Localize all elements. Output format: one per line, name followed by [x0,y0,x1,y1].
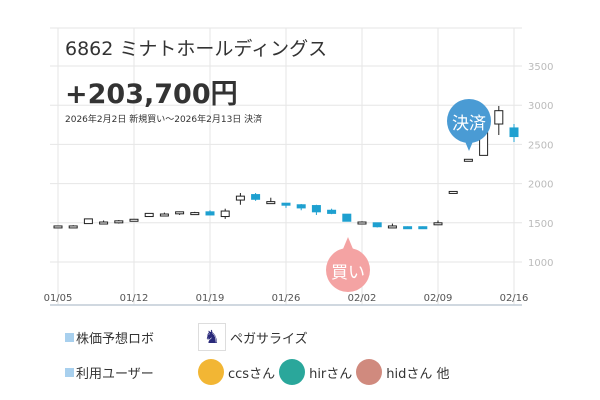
candle-body [387,225,397,229]
pegasus-logo-icon: ♞ [198,323,226,351]
candle-body [144,212,154,218]
y-tick-label: 2000 [528,180,553,191]
robot-name[interactable]: ペガサライズ [230,331,308,347]
x-tick-label: 02/02 [348,293,377,304]
user-item[interactable]: ccsさん [198,359,275,385]
x-tick-label: 02/09 [424,293,453,304]
candle-body [190,212,200,216]
candle-body [235,195,245,201]
x-tick-label: 01/12 [120,293,149,304]
candle-body [448,190,458,194]
y-tick-label: 1000 [528,258,553,269]
candle-body [494,110,504,125]
candle-body [220,210,230,218]
candle-body [342,213,352,222]
sell-marker: 決済 [447,99,491,151]
avatar [279,359,306,385]
candle-body [403,226,413,230]
user-item[interactable]: hidさん 他 [356,359,450,385]
avatar [356,359,383,385]
candle-body [433,222,443,226]
candle-body [205,211,215,216]
y-tick-label: 1500 [528,219,553,230]
candle-body [129,218,139,222]
avatar [198,359,224,385]
candle-body [114,220,124,224]
candle-body [266,201,276,205]
profit-amount: +203,700円 [65,79,238,110]
trade-period: 2026年2月2日 新規買い～2026年2月13日 決済 [65,115,263,125]
bullet-icon [65,332,74,342]
y-tick-label: 3000 [528,101,553,112]
candle-body [357,221,367,225]
user-item[interactable]: hirさん [279,359,352,385]
candle-body [53,225,63,229]
candle-body [281,202,291,206]
users-label: 利用ユーザー [76,366,154,382]
user-name: ccsさん [228,366,276,382]
user-name: hidさん 他 [386,366,450,382]
candle-body [463,158,473,162]
candle-body [68,225,78,229]
bullet-icon [65,367,74,377]
x-tick-label: 01/05 [44,293,73,304]
candle-body [175,211,185,215]
candle-body [311,205,321,213]
x-tick-label: 01/19 [196,293,225,304]
stock-title: 6862 ミナトホールディングス [65,38,328,60]
user-name: hirさん [309,366,353,382]
x-tick-label: 01/26 [272,293,301,304]
candle-body [99,221,109,225]
candle-body [372,222,382,228]
candle-body [83,218,93,225]
candle-body [509,127,519,138]
buy-marker: 買い [326,237,370,292]
candle-body [418,226,428,230]
candle-body [251,194,261,200]
x-tick-label: 02/16 [500,293,529,304]
candle-body [296,204,306,209]
robot-row: 株価予想ロボ ♞ ペガサライズ [65,323,308,351]
candle-body [159,213,169,217]
y-tick-label: 3500 [528,62,553,73]
users-row: 利用ユーザー ccsさん hirさん hidさん 他 [65,359,454,385]
y-tick-label: 2500 [528,140,553,151]
robot-label: 株価予想ロボ [76,331,155,347]
candle-body [327,209,337,214]
